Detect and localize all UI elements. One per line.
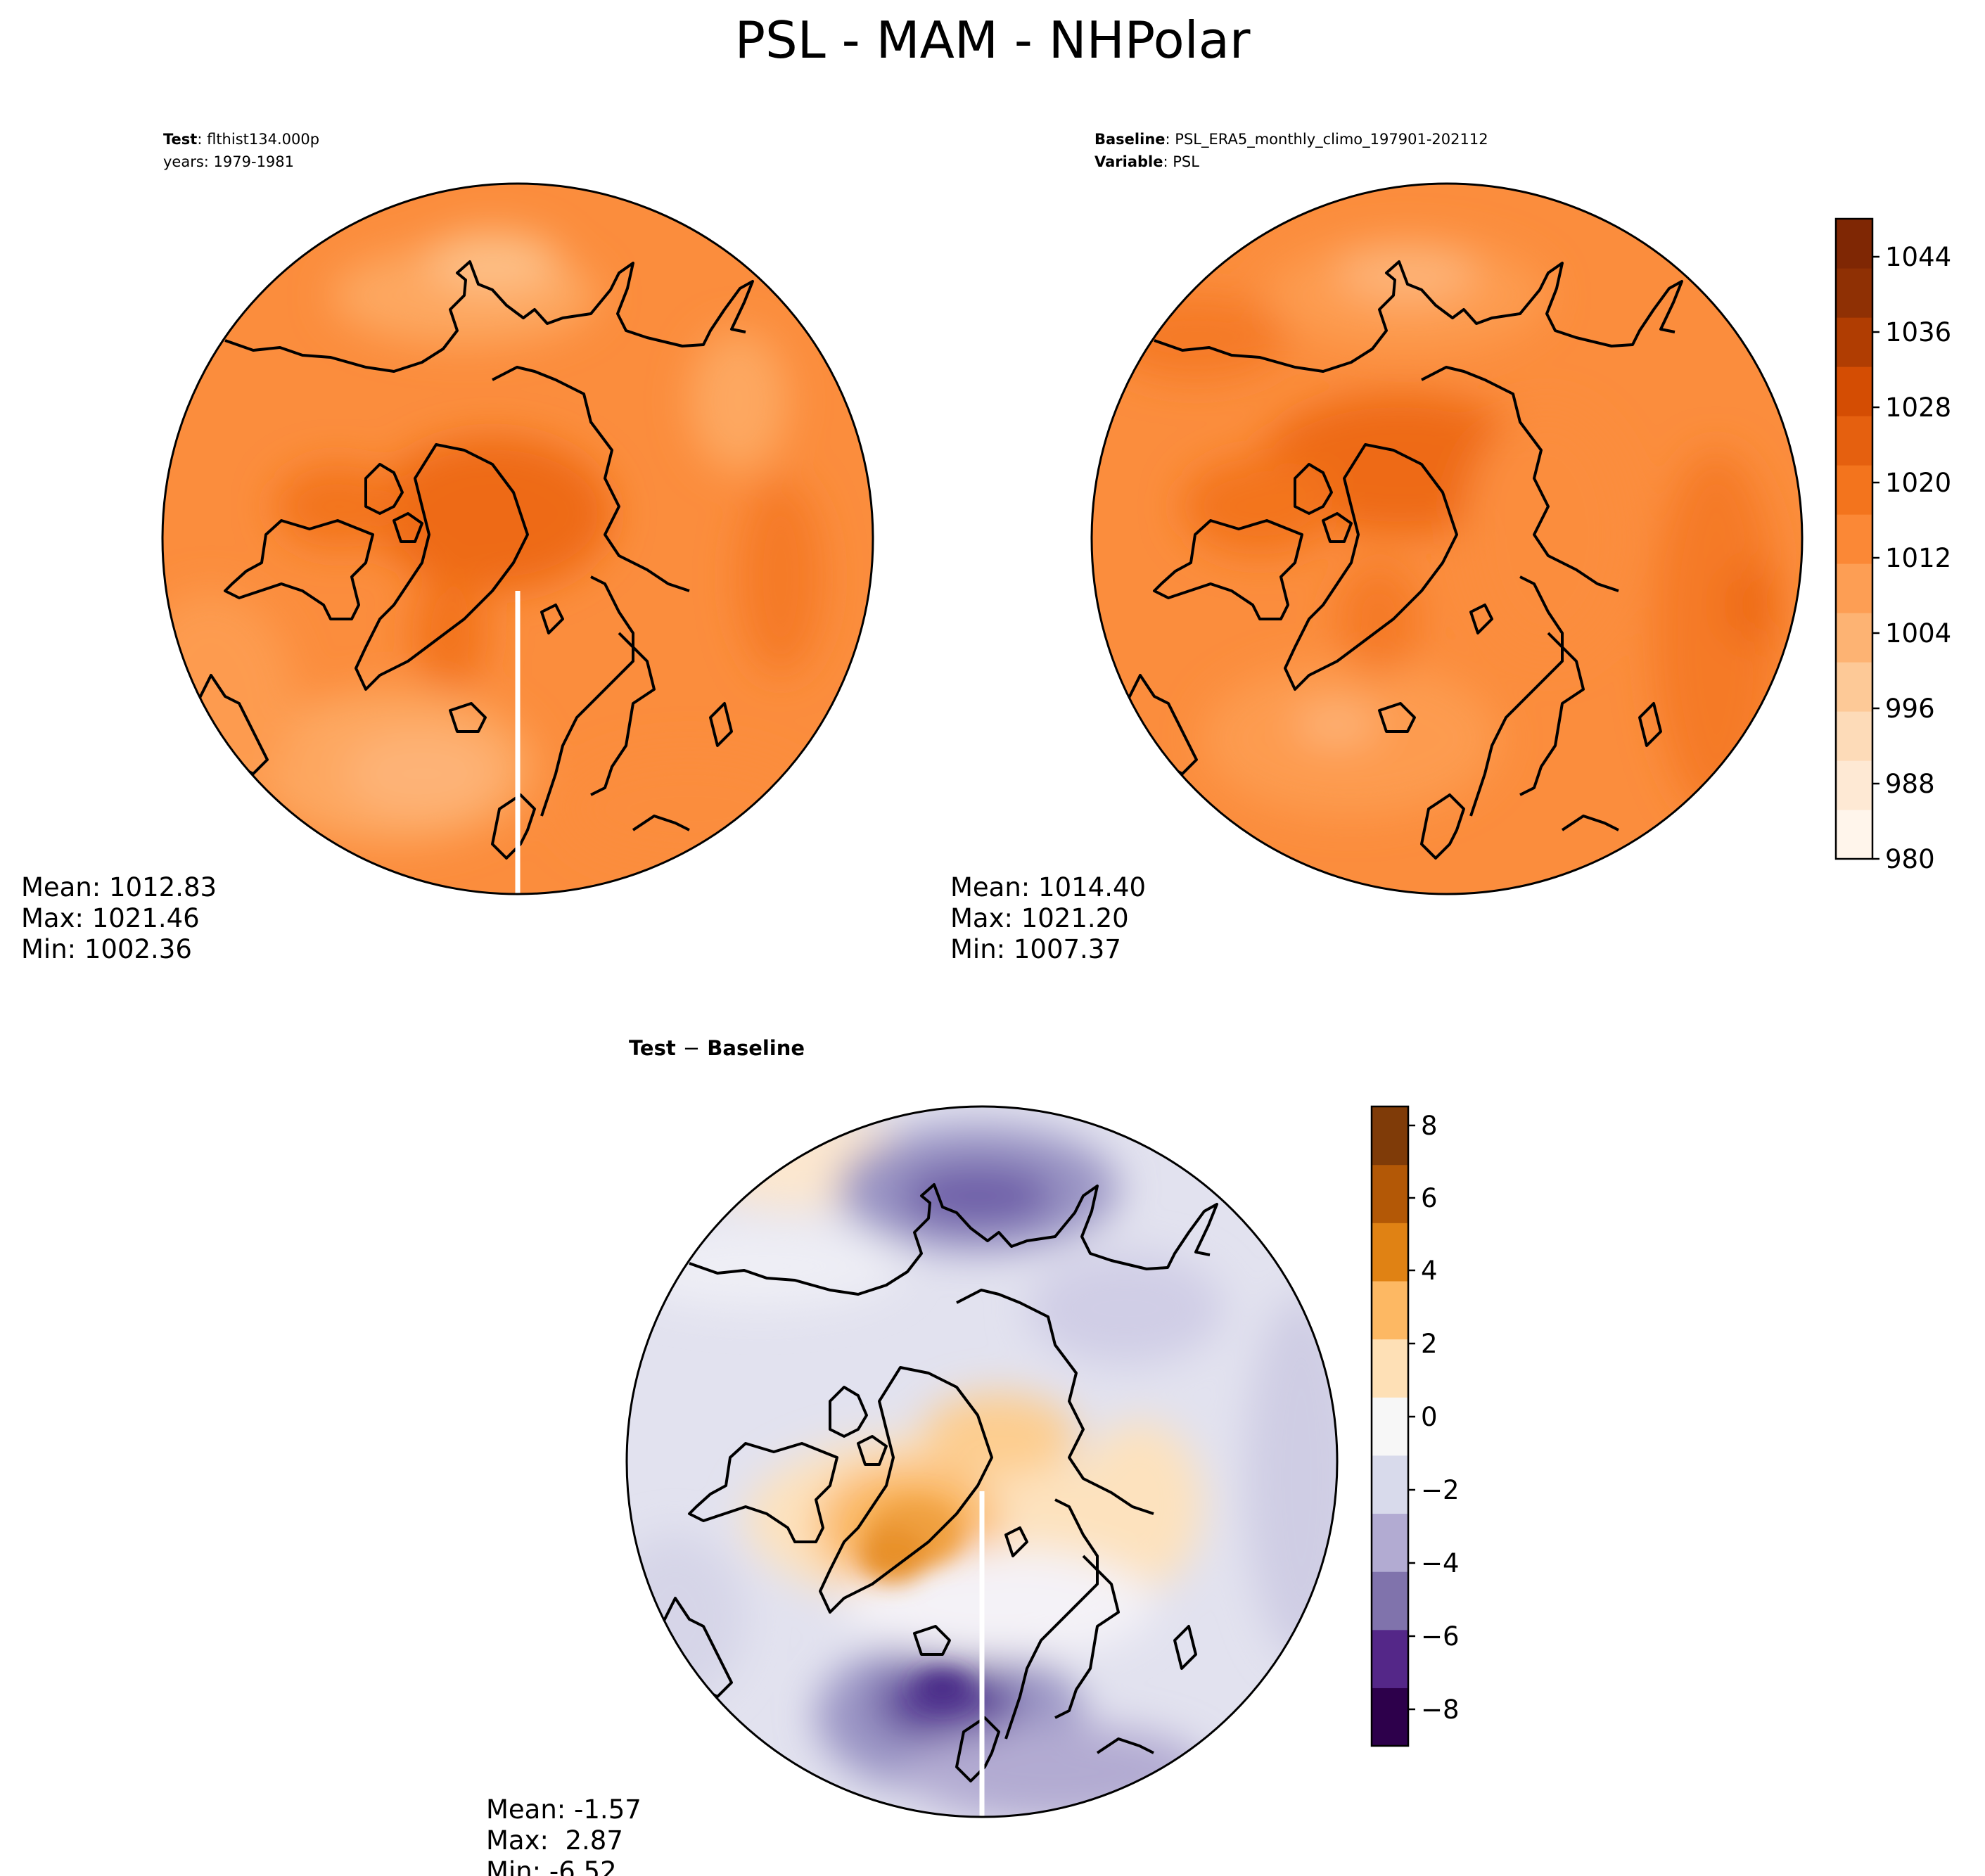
diff-colorbar-tick-label: 4 <box>1421 1256 1438 1286</box>
panel-test: Test: flthist134.000p years: 1979-1981 <box>21 131 874 964</box>
svg-text:Min: -6.52: Min: -6.52 <box>486 1856 617 1876</box>
diff-colorbar-tick-label: 0 <box>1421 1402 1438 1432</box>
baseline-stats: Mean: 1014.40 Max: 1021.20 Min: 1007.37 <box>950 872 1146 964</box>
test-map <box>162 184 873 894</box>
svg-text:Max: 1021.46: Max: 1021.46 <box>21 903 200 933</box>
diff-map-border <box>625 1105 1339 1818</box>
psl-colorbar-tick-label: 1012 <box>1885 543 1951 573</box>
svg-text:Mean: 1014.40: Mean: 1014.40 <box>950 872 1146 902</box>
diff-colorbar-border <box>1370 1105 1410 1747</box>
figure-title: PSL - MAM - NHPolar <box>735 11 1251 70</box>
psl-colorbar-swatch <box>1836 268 1872 318</box>
svg-text:Mean: 1012.83: Mean: 1012.83 <box>21 872 217 902</box>
psl-colorbar-tick-label: 996 <box>1885 694 1935 724</box>
diff-colorbar: 8 6 4 2 0 −2 −4 −6 −8 <box>1370 1105 1460 1747</box>
psl-colorbar-tick-label: 988 <box>1885 769 1935 799</box>
svg-text:Max: 1021.20: Max: 1021.20 <box>950 903 1129 933</box>
diff-colorbar-swatch <box>1372 1280 1408 1340</box>
diff-colorbar-swatch <box>1372 1571 1408 1631</box>
diff-colorbar-swatch <box>1372 1223 1408 1282</box>
psl-colorbar-swatch <box>1836 760 1872 810</box>
test-map-border <box>161 182 874 895</box>
test-header-line-2: years: 1979-1981 <box>163 153 294 170</box>
panel-baseline: Baseline: PSL_ERA5_monthly_climo_197901-… <box>950 131 1804 964</box>
psl-colorbar-tick-label: 1044 <box>1885 242 1951 272</box>
psl-colorbar-swatch <box>1836 613 1872 663</box>
diff-colorbar-swatch <box>1372 1629 1408 1688</box>
psl-colorbar-tick-label: 1036 <box>1885 317 1951 347</box>
psl-colorbar-swatch <box>1836 711 1872 761</box>
diff-stats: Mean: -1.57 Max: 2.87 Min: -6.52 <box>486 1794 642 1876</box>
diff-colorbar-tick-label: −6 <box>1421 1621 1460 1652</box>
diff-colorbar-swatch <box>1372 1687 1408 1747</box>
psl-colorbar-swatch <box>1836 366 1872 416</box>
diff-colorbar-tick-label: −8 <box>1421 1695 1460 1725</box>
psl-colorbar-swatch <box>1836 514 1872 564</box>
psl-colorbar-tick-label: 1020 <box>1885 468 1951 498</box>
psl-colorbar: 980 988 996 1004 1012 1020 1028 1036 1044 <box>1834 217 1951 874</box>
diff-colorbar-swatch <box>1372 1339 1408 1398</box>
baseline-header-line-2: Variable: PSL <box>1094 153 1199 170</box>
diff-colorbar-tick-label: 8 <box>1421 1111 1438 1141</box>
psl-colorbar-swatch <box>1836 317 1872 367</box>
panel-difference: Test − Baseline <box>486 1036 1339 1876</box>
diff-colorbar-swatch <box>1372 1513 1408 1572</box>
diff-map <box>627 1106 1337 1817</box>
baseline-header-line-1: Baseline: PSL_ERA5_monthly_climo_197901-… <box>1094 131 1488 148</box>
svg-text:Min: 1002.36: Min: 1002.36 <box>21 934 192 964</box>
diff-colorbar-tick-label: −2 <box>1421 1475 1460 1505</box>
psl-colorbar-tick-label: 1004 <box>1885 618 1951 649</box>
baseline-map-border <box>1090 182 1804 895</box>
psl-colorbar-swatch <box>1836 416 1872 466</box>
psl-colorbar-border <box>1834 217 1874 860</box>
diff-colorbar-tick-label: −4 <box>1421 1548 1460 1578</box>
diff-header: Test − Baseline <box>629 1036 805 1060</box>
diff-colorbar-swatch <box>1372 1455 1408 1514</box>
svg-text:Max: 2.87: Max: 2.87 <box>486 1825 623 1856</box>
psl-colorbar-swatch <box>1836 465 1872 515</box>
psl-colorbar-tick-label: 1028 <box>1885 393 1951 423</box>
test-header-line-1: Test: flthist134.000p <box>163 131 319 148</box>
psl-colorbar-tick-label: 980 <box>1885 844 1935 874</box>
svg-text:Min: 1007.37: Min: 1007.37 <box>950 934 1121 964</box>
diff-colorbar-tick-label: 2 <box>1421 1329 1438 1359</box>
psl-colorbar-swatch <box>1836 810 1872 860</box>
psl-colorbar-swatch <box>1836 662 1872 712</box>
diff-colorbar-swatch <box>1372 1106 1408 1166</box>
test-stats: Mean: 1012.83 Max: 1021.46 Min: 1002.36 <box>21 872 217 964</box>
diff-colorbar-tick-label: 6 <box>1421 1183 1438 1213</box>
psl-colorbar-swatch <box>1836 563 1872 613</box>
psl-colorbar-swatch <box>1836 219 1872 269</box>
diff-colorbar-swatch <box>1372 1164 1408 1223</box>
baseline-map <box>1092 184 1802 894</box>
svg-text:Mean: -1.57: Mean: -1.57 <box>486 1794 642 1825</box>
diff-colorbar-swatch <box>1372 1397 1408 1456</box>
